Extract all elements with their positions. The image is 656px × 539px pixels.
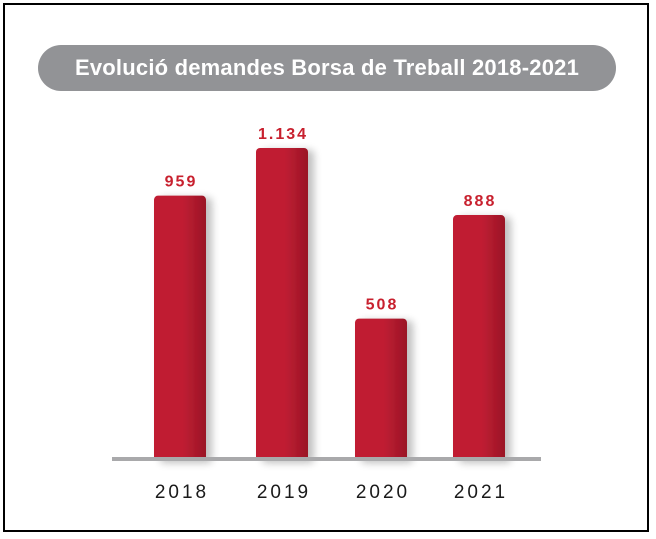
x-tick-label-2020: 2020 xyxy=(356,482,410,503)
labels-layer: 959 2018 1.134 2019 508 2020 888 2021 xyxy=(155,126,508,503)
value-label-2020: 508 xyxy=(366,297,399,314)
bar-2021 xyxy=(453,215,505,461)
value-label-2019: 1.134 xyxy=(258,126,308,143)
bar-2019 xyxy=(256,147,308,462)
bar-2018 xyxy=(154,195,206,462)
bars-layer xyxy=(154,147,505,462)
chart-title: Evolució demandes Borsa de Treball 2018-… xyxy=(74,55,580,80)
value-label-2021: 888 xyxy=(464,193,497,210)
x-tick-label-2019: 2019 xyxy=(257,482,311,503)
chart-title-banner: Evolució demandes Borsa de Treball 2018-… xyxy=(38,45,616,91)
value-label-2018: 959 xyxy=(165,174,198,191)
chart-frame xyxy=(3,3,649,532)
x-tick-label-2018: 2018 xyxy=(155,482,209,503)
bar-2020 xyxy=(355,318,407,461)
x-tick-label-2021: 2021 xyxy=(454,482,508,503)
